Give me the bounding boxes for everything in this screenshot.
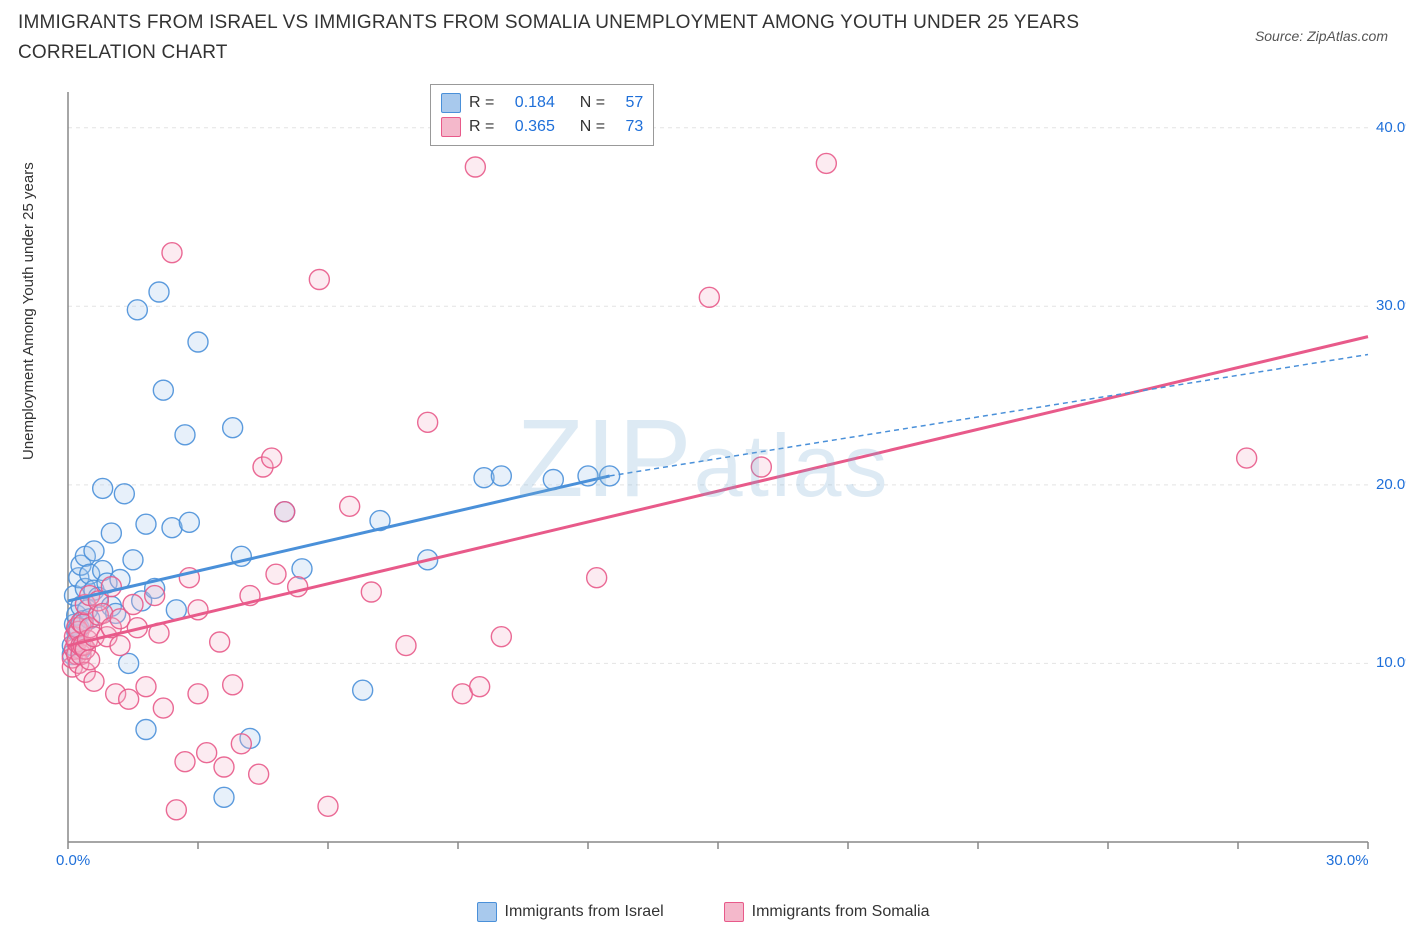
legend-swatch-israel (477, 902, 497, 922)
legend-label: Immigrants from Israel (505, 903, 664, 921)
y-axis-label: Unemployment Among Youth under 25 years (20, 162, 37, 460)
stats-row-somalia: R = 0.365 N = 73 (441, 115, 643, 139)
x-tick-label: 30.0% (1326, 852, 1369, 869)
chart-container (58, 82, 1388, 872)
legend-swatch-somalia (724, 902, 744, 922)
scatter-plot (58, 82, 1388, 872)
y-tick-label: 40.0% (1376, 119, 1406, 136)
y-tick-label: 30.0% (1376, 297, 1406, 314)
legend-item-israel: Immigrants from Israel (477, 902, 664, 922)
swatch-israel (441, 93, 461, 113)
stats-row-israel: R = 0.184 N = 57 (441, 91, 643, 115)
x-tick-label: 0.0% (56, 852, 90, 869)
swatch-somalia (441, 117, 461, 137)
legend-item-somalia: Immigrants from Somalia (724, 902, 930, 922)
y-tick-label: 10.0% (1376, 654, 1406, 671)
legend-label: Immigrants from Somalia (752, 903, 930, 921)
correlation-stats-box: R = 0.184 N = 57 R = 0.365 N = 73 (430, 84, 654, 146)
chart-title: IMMIGRANTS FROM ISRAEL VS IMMIGRANTS FRO… (18, 8, 1118, 69)
source-attribution: Source: ZipAtlas.com (1255, 28, 1388, 44)
y-tick-label: 20.0% (1376, 476, 1406, 493)
legend: Immigrants from Israel Immigrants from S… (0, 902, 1406, 922)
